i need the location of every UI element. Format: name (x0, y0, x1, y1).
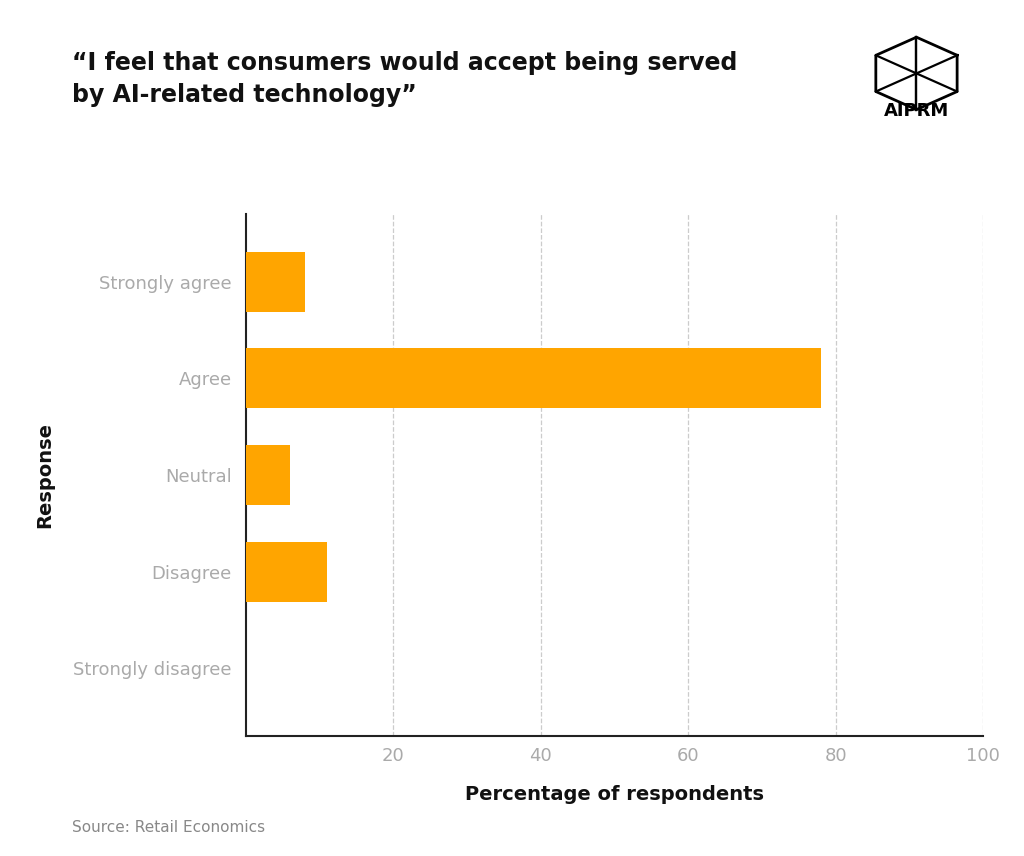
Text: AIPRM: AIPRM (884, 103, 949, 121)
Bar (246, 445, 290, 505)
Bar (246, 252, 305, 312)
Text: Source: Retail Economics: Source: Retail Economics (72, 819, 265, 835)
Bar (246, 348, 821, 408)
Text: “I feel that consumers would accept being served
by AI-related technology”: “I feel that consumers would accept bein… (72, 51, 737, 107)
X-axis label: Percentage of respondents: Percentage of respondents (465, 785, 764, 804)
Bar (246, 542, 327, 602)
Y-axis label: Response: Response (35, 422, 54, 528)
